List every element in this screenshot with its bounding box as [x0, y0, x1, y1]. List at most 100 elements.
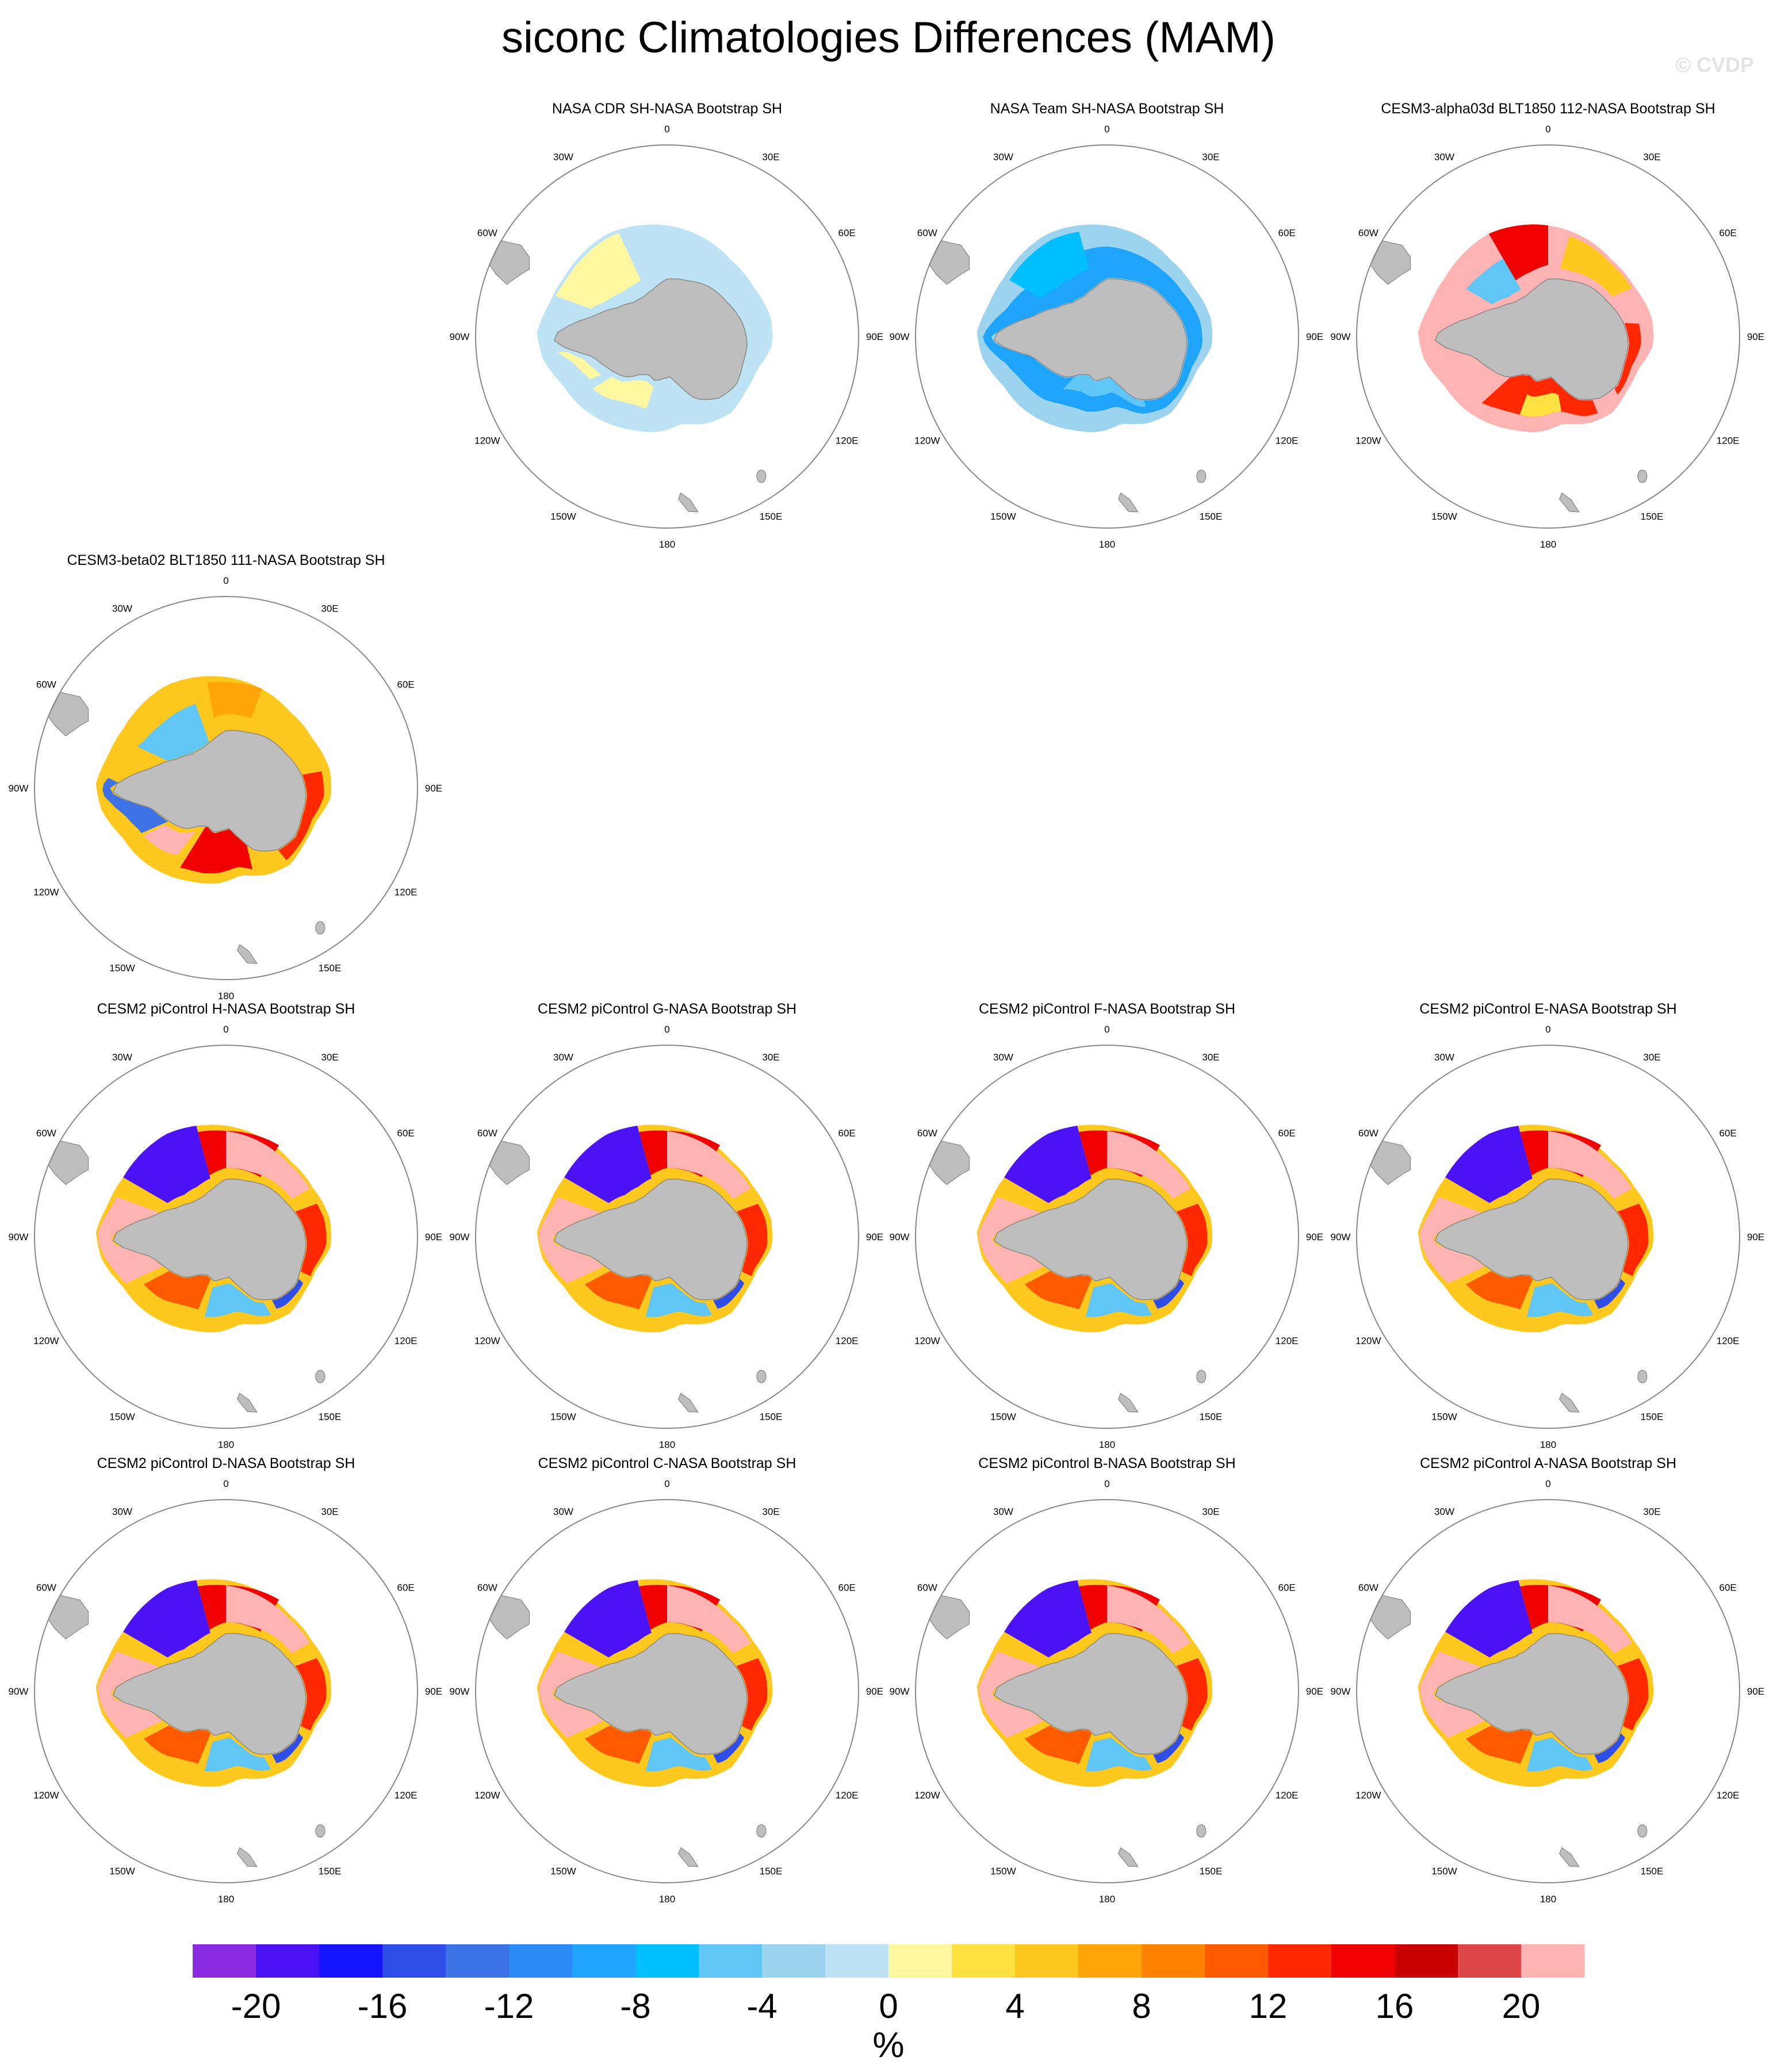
longitude-label: 150E: [319, 1866, 342, 1877]
panel-title: CESM2 piControl A-NASA Bootstrap SH: [1420, 1455, 1676, 1471]
watermark: © CVDP: [1675, 53, 1754, 77]
colorbar-swatch: [888, 1944, 952, 1978]
colorbar-swatch: [256, 1944, 320, 1978]
colorbar: -20 -16 -12 -8 -4 0 4 8 12 16 20: [193, 1944, 1585, 2025]
longitude-label: 90E: [866, 1232, 883, 1243]
panel-title: NASA Team SH-NASA Bootstrap SH: [990, 101, 1224, 117]
longitude-label: 60W: [917, 228, 937, 239]
longitude-label: 60W: [917, 1582, 937, 1593]
longitude-label: 90E: [425, 1232, 442, 1243]
panel-title: NASA CDR SH-NASA Bootstrap SH: [552, 101, 782, 117]
map-boundary: [475, 144, 859, 529]
map-panel-7: CESM2 piControl F-NASA Bootstrap SH 0 30E 6…: [890, 1001, 1324, 1450]
longitude-label: 30E: [321, 1506, 338, 1517]
figure-title: siconc Climatologies Differences (MAM): [501, 13, 1276, 62]
longitude-label: 30E: [1202, 151, 1219, 162]
longitude-label: 150W: [1431, 1866, 1457, 1877]
longitude-label: 120E: [836, 435, 859, 446]
longitude-label: 90W: [450, 1232, 470, 1243]
colorbar-swatch: [319, 1944, 383, 1978]
longitude-label: 120W: [474, 1336, 500, 1347]
longitude-label: 150E: [760, 1412, 783, 1423]
longitude-label: 60E: [397, 1582, 415, 1593]
longitude-label: 120E: [395, 1790, 418, 1801]
map-boundary: [915, 1045, 1299, 1429]
longitude-label: 60W: [477, 228, 497, 239]
longitude-label: 90W: [9, 1686, 29, 1697]
longitude-label: 30E: [762, 1506, 779, 1517]
longitude-label: 30W: [993, 1506, 1013, 1517]
map-boundary: [475, 1499, 859, 1883]
longitude-label: 30E: [762, 151, 779, 162]
longitude-label: 150E: [1641, 1866, 1664, 1877]
map-panel-9: CESM2 piControl D-NASA Bootstrap SH 0 30E 6…: [9, 1455, 443, 1905]
longitude-label: 180: [1099, 1439, 1115, 1450]
longitude-label: 90E: [425, 783, 442, 794]
longitude-label: 0: [1545, 124, 1550, 135]
longitude-label: 30E: [1643, 1052, 1660, 1062]
colorbar-swatch: [193, 1944, 256, 1978]
longitude-label: 120W: [1355, 1336, 1381, 1347]
longitude-label: 30W: [112, 1506, 132, 1517]
longitude-label: 60E: [1719, 1128, 1737, 1139]
longitude-label: 120E: [1276, 435, 1299, 446]
longitude-label: 120E: [1276, 1336, 1299, 1347]
longitude-label: 180: [218, 1439, 234, 1450]
map-boundary: [34, 1045, 418, 1429]
longitude-label: 30W: [553, 151, 573, 162]
colorbar-swatch: [382, 1944, 446, 1978]
colorbar-tick-label: 8: [1132, 1987, 1151, 2025]
longitude-label: 90E: [1306, 1232, 1323, 1243]
longitude-label: 30E: [321, 603, 338, 614]
longitude-label: 150W: [550, 1412, 576, 1423]
longitude-label: 120W: [1355, 1790, 1381, 1801]
colorbar-tick-label: 0: [879, 1987, 898, 2025]
map-boundary: [1356, 1045, 1740, 1429]
longitude-label: 60W: [1358, 228, 1378, 239]
longitude-label: 150W: [109, 1412, 135, 1423]
map-panel-1: NASA CDR SH-NASA Bootstrap SH 0 30E 60E 90E 1…: [450, 101, 884, 550]
colorbar-tick-label: -12: [484, 1987, 534, 2025]
panel-title: CESM3-beta02 BLT1850 111-NASA Bootstrap …: [67, 552, 385, 568]
longitude-label: 60W: [477, 1582, 497, 1593]
map-boundary: [34, 1499, 418, 1883]
longitude-label: 180: [659, 1439, 675, 1450]
panel-title: CESM2 piControl F-NASA Bootstrap SH: [979, 1001, 1235, 1017]
longitude-label: 180: [218, 1894, 234, 1905]
panel-title: CESM2 piControl D-NASA Bootstrap SH: [97, 1455, 355, 1471]
longitude-label: 60W: [477, 1128, 497, 1139]
map-panel-4: CESM3-beta02 BLT1850 111-NASA Bootstrap …: [9, 552, 443, 1001]
longitude-label: 150W: [109, 963, 135, 974]
longitude-label: 90W: [890, 1686, 910, 1697]
map-panel-2: NASA Team SH-NASA Bootstrap SH 0 30E 60E 90E…: [890, 101, 1324, 550]
longitude-label: 90W: [450, 331, 470, 342]
longitude-label: 0: [1545, 1024, 1550, 1035]
colorbar-swatch: [446, 1944, 510, 1978]
longitude-label: 90W: [9, 783, 29, 794]
longitude-label: 180: [1540, 1439, 1556, 1450]
longitude-label: 150W: [109, 1866, 135, 1877]
colorbar-swatch: [1078, 1944, 1142, 1978]
panel-title: CESM2 piControl C-NASA Bootstrap SH: [538, 1455, 796, 1471]
longitude-label: 0: [1104, 124, 1109, 135]
longitude-label: 150E: [1641, 511, 1664, 522]
longitude-label: 30E: [1202, 1052, 1219, 1062]
longitude-label: 150W: [1431, 1412, 1457, 1423]
colorbar-tick-label: -4: [746, 1987, 777, 2025]
longitude-label: 150W: [550, 1866, 576, 1877]
longitude-label: 90W: [1331, 331, 1351, 342]
longitude-label: 180: [659, 1894, 675, 1905]
longitude-label: 60E: [838, 1128, 856, 1139]
longitude-label: 150W: [990, 1866, 1016, 1877]
longitude-label: 150W: [990, 1412, 1016, 1423]
longitude-label: 30E: [1643, 1506, 1660, 1517]
longitude-label: 30E: [321, 1052, 338, 1062]
longitude-label: 120W: [474, 1790, 500, 1801]
longitude-label: 180: [1540, 1894, 1556, 1905]
longitude-label: 0: [1104, 1478, 1109, 1489]
longitude-label: 30W: [112, 1052, 132, 1062]
longitude-label: 150E: [319, 963, 342, 974]
panel-title: CESM3-alpha03d BLT1850 112-NASA Bootstra…: [1381, 101, 1715, 117]
longitude-label: 90W: [450, 1686, 470, 1697]
longitude-label: 60E: [838, 228, 856, 239]
